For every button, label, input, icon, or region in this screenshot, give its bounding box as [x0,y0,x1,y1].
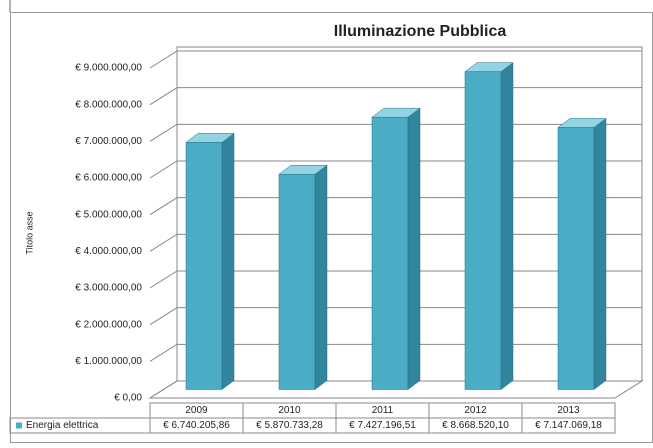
legend-label: Energia elettrica [26,420,99,431]
bar [464,62,514,390]
bar-side [221,132,235,390]
data-label: € 7.147.069,18 [535,420,602,431]
data-label: € 5.870.733,28 [256,420,323,431]
y-tick-label: € 5.000.000,00 [75,209,142,220]
data-label: € 8.668.520,10 [442,420,509,431]
bar-front [371,116,409,390]
bar-front [557,127,595,390]
grid-line [149,50,642,69]
bar [185,132,235,390]
bar-side [407,107,421,390]
bar-top [185,133,235,143]
y-tick-label: € 0,00 [114,393,142,404]
bar-top [464,62,514,72]
chart-title: Illuminazione Pubblica [334,23,507,40]
x-tick-label: 2012 [464,405,487,416]
data-label: € 6.740.205,86 [163,420,230,431]
y-tick-label: € 2.000.000,00 [75,319,142,330]
bar-top [557,118,607,128]
y-tick-label: € 3.000.000,00 [75,283,142,294]
bar-top [278,164,328,175]
bar-top [371,107,421,118]
data-label: € 7.427.196,51 [349,420,416,431]
y-tick-label: € 4.000.000,00 [75,246,142,257]
bar [278,164,328,390]
legend-swatch [16,422,22,429]
y-tick-label: € 7.000.000,00 [75,136,142,147]
bar-side [500,62,514,390]
bar-front [185,142,223,390]
bar-side [314,164,328,390]
y-tick-label: € 8.000.000,00 [75,99,142,110]
bar-front [278,173,316,390]
table-legend-cell [9,417,151,434]
y-tick-label: € 1.000.000,00 [75,356,142,367]
y-axis-title: Titolo asse [24,211,34,254]
bar-side [593,117,607,390]
x-tick-label: 2010 [278,405,301,416]
x-tick-label: 2013 [557,405,580,416]
x-tick-label: 2011 [372,405,394,416]
y-tick-label: € 9.000.000,00 [75,63,142,74]
bar-front [464,71,502,390]
bar [371,107,421,390]
x-tick-label: 2009 [185,405,208,416]
y-tick-label: € 6.000.000,00 [75,173,142,184]
bar [557,117,607,390]
